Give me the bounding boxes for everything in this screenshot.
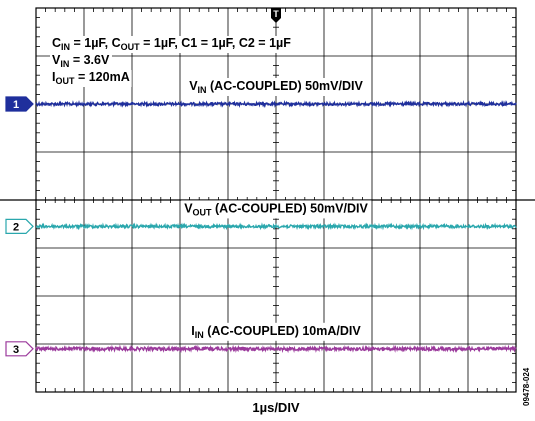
channel-marker-shape xyxy=(5,341,34,357)
channel-number: 2 xyxy=(13,221,19,233)
condition-background xyxy=(50,70,132,87)
label-background xyxy=(186,78,367,96)
condition-line-3: IOUT = 120mA xyxy=(52,70,130,86)
condition-background xyxy=(50,53,112,70)
channel-marker-2: 2 xyxy=(5,218,34,234)
label-background xyxy=(181,200,372,219)
channel-number: 3 xyxy=(13,344,19,356)
label-background xyxy=(188,322,365,341)
trace-labels: VIN (AC-COUPLED) 50mV/DIV VOUT (AC-COUPLE… xyxy=(181,78,372,341)
channel-marker-3: 3 xyxy=(5,341,34,357)
trace-channel-1 xyxy=(35,99,517,109)
x-axis-label: 1µs/DIV xyxy=(252,400,300,415)
channel-markers: 1 2 3 xyxy=(5,96,34,357)
channel-number: 1 xyxy=(13,99,19,111)
trigger-marker: T xyxy=(271,8,281,23)
test-conditions: CIN = 1µF, COUT = 1µF, C1 = 1µF, C2 = 1µ… xyxy=(50,36,294,87)
trigger-letter: T xyxy=(273,9,279,19)
trace-label-channel-3: IIN (AC-COUPLED) 10mA/DIV xyxy=(191,324,361,340)
trigger-icon xyxy=(271,8,281,23)
trace-label-channel-2: VOUT (AC-COUPLED) 50mV/DIV xyxy=(184,201,368,217)
channel-marker-shape xyxy=(5,96,34,112)
channel-marker-shape xyxy=(5,218,34,234)
condition-line-2: VIN = 3.6V xyxy=(52,53,110,69)
channel-marker-1: 1 xyxy=(5,96,34,112)
condition-line-1: CIN = 1µF, COUT = 1µF, C1 = 1µF, C2 = 1µ… xyxy=(52,36,291,52)
traces xyxy=(35,99,517,354)
trace-label-channel-1: VIN (AC-COUPLED) 50mV/DIV xyxy=(189,79,363,95)
figure-id: 09478-024 xyxy=(522,367,531,406)
condition-background xyxy=(50,36,294,53)
trace-channel-3 xyxy=(35,344,517,354)
trace-channel-2 xyxy=(35,222,517,231)
